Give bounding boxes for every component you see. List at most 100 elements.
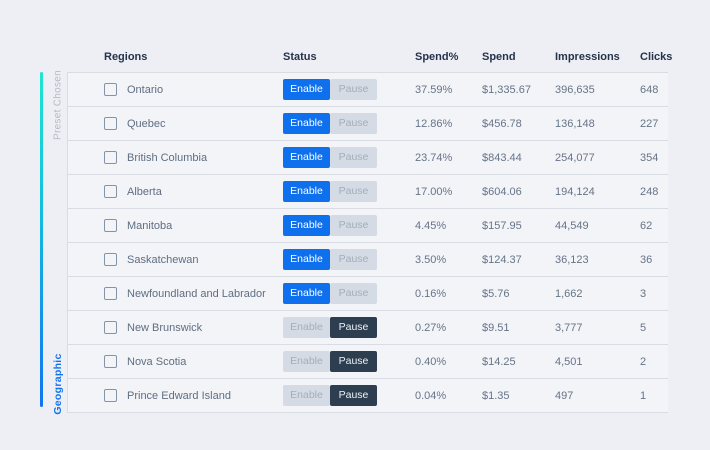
status-toggle: Enable Pause [283, 215, 415, 236]
region-label: Prince Edward Island [127, 389, 231, 402]
enable-button[interactable]: Enable [283, 317, 330, 338]
table-row: Manitoba Enable Pause 4.45% $157.95 44,5… [68, 209, 668, 243]
enable-button[interactable]: Enable [283, 215, 330, 236]
spend-cell: $9.51 [482, 321, 510, 334]
pause-button[interactable]: Pause [330, 317, 377, 338]
impressions-cell: 497 [555, 389, 574, 402]
impressions-cell: 3,777 [555, 321, 583, 334]
pause-button[interactable]: Pause [330, 147, 377, 168]
clicks-cell: 354 [640, 151, 659, 164]
table-row: Saskatchewan Enable Pause 3.50% $124.37 … [68, 243, 668, 277]
table-row: Prince Edward Island Enable Pause 0.04% … [68, 379, 668, 413]
region-label: New Brunswick [127, 321, 203, 334]
column-header-impressions: Impressions [555, 51, 620, 63]
pause-button[interactable]: Pause [330, 79, 377, 100]
pause-button[interactable]: Pause [330, 249, 377, 270]
column-header-spend: Spend% [415, 51, 459, 63]
spend-pct-cell: 0.40% [415, 355, 447, 368]
spend-pct-cell: 0.04% [415, 389, 447, 402]
table-row: British Columbia Enable Pause 23.74% $84… [68, 141, 668, 175]
pause-button[interactable]: Pause [330, 181, 377, 202]
region-label: Manitoba [127, 219, 173, 232]
spend-cell: $1,335.67 [482, 83, 531, 96]
region-label: Quebec [127, 117, 166, 130]
region-cell: Quebec [68, 117, 283, 130]
region-label: Alberta [127, 185, 162, 198]
clicks-cell: 2 [640, 355, 647, 368]
region-cell: Alberta [68, 185, 283, 198]
row-checkbox[interactable] [104, 253, 117, 266]
status-toggle: Enable Pause [283, 351, 415, 372]
impressions-cell: 4,501 [555, 355, 583, 368]
region-cell: Prince Edward Island [68, 389, 283, 402]
spend-cell: $5.76 [482, 287, 510, 300]
region-cell: Ontario [68, 83, 283, 96]
region-label: Newfoundland and Labrador [127, 287, 266, 300]
pause-button[interactable]: Pause [330, 385, 377, 406]
impressions-cell: 1,662 [555, 287, 583, 300]
clicks-cell: 248 [640, 185, 659, 198]
spend-cell: $14.25 [482, 355, 516, 368]
enable-button[interactable]: Enable [283, 283, 330, 304]
spend-pct-cell: 3.50% [415, 253, 447, 266]
row-checkbox[interactable] [104, 83, 117, 96]
table-body: Ontario Enable Pause 37.59% $1,335.67 39… [67, 72, 668, 413]
status-toggle: Enable Pause [283, 317, 415, 338]
status-toggle: Enable Pause [283, 113, 415, 134]
impressions-cell: 136,148 [555, 117, 595, 130]
row-checkbox[interactable] [104, 321, 117, 334]
table-row: Nova Scotia Enable Pause 0.40% $14.25 4,… [68, 345, 668, 379]
spend-pct-cell: 0.16% [415, 287, 447, 300]
spend-pct-cell: 17.00% [415, 185, 453, 198]
spend-cell: $604.06 [482, 185, 522, 198]
enable-button[interactable]: Enable [283, 351, 330, 372]
column-header-spend: Spend [482, 51, 516, 63]
spend-pct-cell: 23.74% [415, 151, 453, 164]
row-checkbox[interactable] [104, 219, 117, 232]
region-cell: Manitoba [68, 219, 283, 232]
status-toggle: Enable Pause [283, 181, 415, 202]
clicks-cell: 62 [640, 219, 653, 232]
region-label: British Columbia [127, 151, 208, 164]
enable-button[interactable]: Enable [283, 181, 330, 202]
clicks-cell: 36 [640, 253, 653, 266]
table-row: Alberta Enable Pause 17.00% $604.06 194,… [68, 175, 668, 209]
enable-button[interactable]: Enable [283, 249, 330, 270]
row-checkbox[interactable] [104, 151, 117, 164]
column-header-regions: Regions [104, 51, 148, 63]
region-label: Saskatchewan [127, 253, 199, 266]
enable-button[interactable]: Enable [283, 113, 330, 134]
region-cell: Saskatchewan [68, 253, 283, 266]
region-cell: Newfoundland and Labrador [68, 287, 283, 300]
region-cell: New Brunswick [68, 321, 283, 334]
table-header: Regions Status Spend% Spend Impressions Click… [68, 46, 672, 68]
row-checkbox[interactable] [104, 185, 117, 198]
impressions-cell: 36,123 [555, 253, 589, 266]
preset-gradient-rail [40, 72, 43, 407]
region-label: Ontario [127, 83, 164, 96]
pause-button[interactable]: Pause [330, 113, 377, 134]
row-checkbox[interactable] [104, 355, 117, 368]
region-cell: Nova Scotia [68, 355, 283, 368]
enable-button[interactable]: Enable [283, 147, 330, 168]
column-header-clicks: Clicks [640, 51, 673, 63]
clicks-cell: 648 [640, 83, 659, 96]
row-checkbox[interactable] [104, 117, 117, 130]
enable-button[interactable]: Enable [283, 79, 330, 100]
clicks-cell: 1 [640, 389, 647, 402]
region-label: Nova Scotia [127, 355, 187, 368]
status-toggle: Enable Pause [283, 147, 415, 168]
table-row: New Brunswick Enable Pause 0.27% $9.51 3… [68, 311, 668, 345]
table-row: Quebec Enable Pause 12.86% $456.78 136,1… [68, 107, 668, 141]
preset-chosen-label: Preset Chosen [52, 69, 64, 141]
enable-button[interactable]: Enable [283, 385, 330, 406]
pause-button[interactable]: Pause [330, 283, 377, 304]
impressions-cell: 254,077 [555, 151, 595, 164]
spend-pct-cell: 12.86% [415, 117, 453, 130]
clicks-cell: 5 [640, 321, 647, 334]
row-checkbox[interactable] [104, 389, 117, 402]
pause-button[interactable]: Pause [330, 215, 377, 236]
impressions-cell: 396,635 [555, 83, 595, 96]
row-checkbox[interactable] [104, 287, 117, 300]
pause-button[interactable]: Pause [330, 351, 377, 372]
